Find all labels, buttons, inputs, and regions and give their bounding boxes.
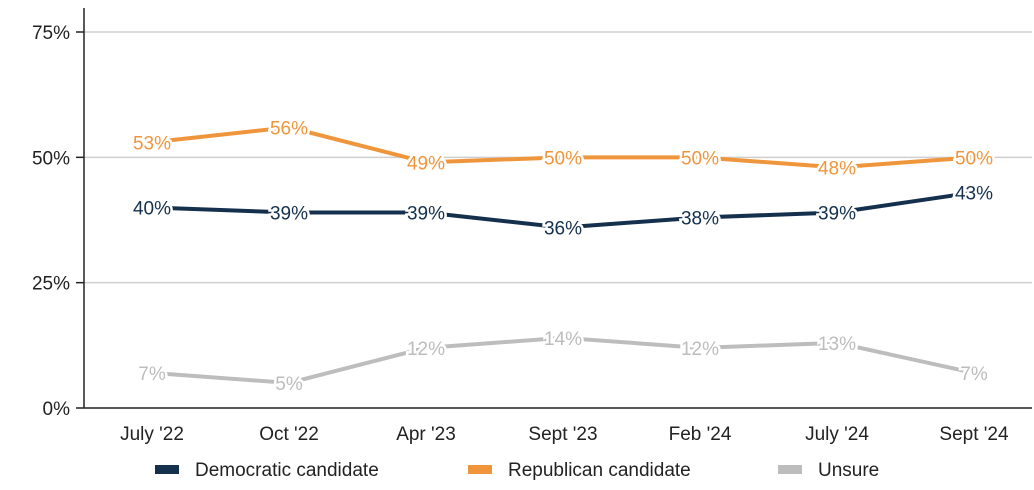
data-label: 14%: [544, 329, 582, 350]
x-tick-label: Apr '23: [396, 424, 456, 445]
x-tick-label: July '22: [120, 424, 184, 445]
legend-swatch: [468, 465, 492, 474]
data-label: 43%: [955, 183, 993, 204]
data-label: 39%: [270, 203, 308, 224]
x-tick-label: Feb '24: [669, 424, 732, 445]
data-label: 7%: [960, 364, 988, 385]
legend-label: Unsure: [818, 460, 879, 481]
x-tick-label: Oct '22: [259, 424, 319, 445]
data-label: 7%: [138, 364, 166, 385]
x-tick-label: July '24: [805, 424, 869, 445]
series-line-republican-candidate: [150, 125, 976, 170]
data-label: 50%: [544, 148, 582, 169]
data-label: 39%: [818, 203, 856, 224]
data-label: 12%: [681, 339, 719, 360]
legend: Democratic candidate Republican candidate…: [155, 460, 879, 481]
y-tick-label: 50%: [32, 148, 70, 169]
y-tick-label: 25%: [32, 274, 70, 295]
data-label: 12%: [407, 339, 445, 360]
legend-swatch: [778, 465, 802, 474]
data-label: 56%: [270, 118, 308, 139]
data-label: 50%: [681, 148, 719, 169]
axes: 0% 25% 50% 75% July '22 Oct '22 Apr '23 Sept '2…: [32, 8, 1032, 445]
series-line-democratic-candidate: [150, 190, 976, 230]
x-tick-label: Sept '24: [939, 424, 1009, 445]
series-line-unsure: [150, 335, 976, 385]
data-label: 13%: [818, 334, 856, 355]
series-lines: [150, 125, 976, 385]
data-label: 53%: [133, 133, 171, 154]
data-label: 40%: [133, 198, 171, 219]
data-label: 36%: [544, 219, 582, 240]
data-label: 48%: [818, 158, 856, 179]
data-label: 39%: [407, 203, 445, 224]
legend-label: Republican candidate: [508, 460, 691, 481]
data-labels: 40% 39% 39% 36% 38% 39% 43% 53% 56% 49% 50% 50% 48% 5…: [130, 116, 995, 398]
x-tick-label: Sept '23: [528, 424, 597, 445]
y-tick-label: 0%: [43, 399, 71, 420]
legend-swatch: [155, 465, 179, 474]
data-label: 50%: [955, 148, 993, 169]
data-label: 38%: [681, 208, 719, 229]
legend-label: Democratic candidate: [195, 460, 379, 481]
data-label: 5%: [275, 374, 303, 395]
y-tick-label: 75%: [32, 23, 70, 44]
data-label: 49%: [407, 153, 445, 174]
